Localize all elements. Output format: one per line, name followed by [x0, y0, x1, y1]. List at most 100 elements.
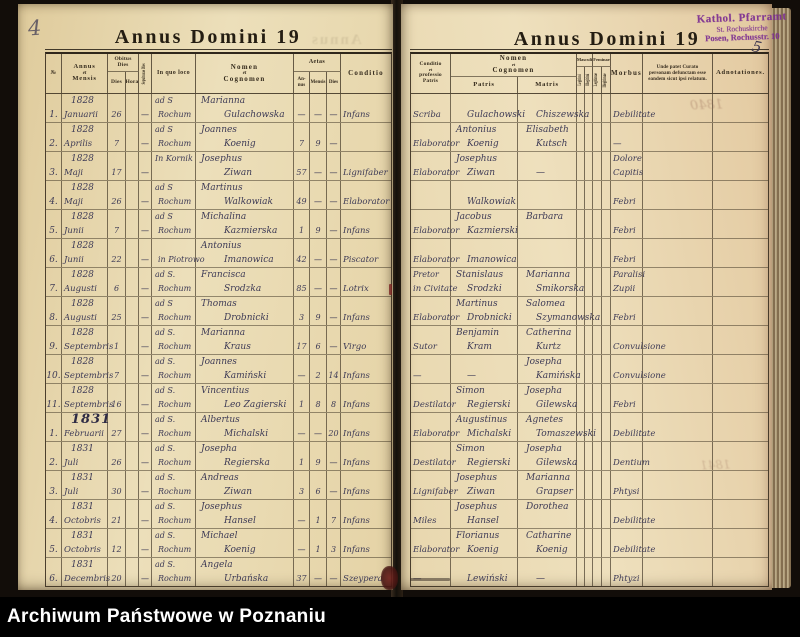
book-photo: Annus Domini 19 Annus № Annus et Mensis … — [0, 0, 800, 597]
cell-nomen-cognomen: Josephus Ziwan — [196, 152, 294, 180]
cell-sepulturae-dies: — — [139, 152, 152, 180]
cell-conditio: Infans — [343, 429, 370, 439]
cell-in-quo-loco: ad S Rochum — [152, 181, 196, 209]
register-row: 7. 1828 Augusti 6— ad S. Rochum Francisca Srodz… — [46, 268, 391, 297]
register-row: Scriba Gulachowski Chiszewska Debilitate — [411, 94, 768, 123]
cell-sepulturae-dies: — — [139, 558, 152, 586]
bleed-through-year: 1841 — [699, 457, 731, 473]
cell-obitus-hora — [126, 529, 139, 557]
cell-unde-patet — [643, 558, 713, 586]
cell-illegitimae — [602, 239, 611, 267]
cell-conditio: Infans — [343, 110, 370, 120]
header-sepulturae-dies: Sepulturae Dies — [139, 54, 152, 93]
header-unde-patet: Unde patet Curato personam defunctam ess… — [643, 54, 713, 93]
header-aetas-dies: Dies — [327, 72, 341, 93]
cell-illegitimae — [602, 442, 611, 470]
cell-adnotationes — [713, 355, 768, 383]
register-page-left: Annus Domini 19 Annus № Annus et Mensis … — [18, 4, 393, 590]
register-row: Destilator Simon Regierski Josepha Gilewska D… — [411, 442, 768, 471]
cell-nomen-cognomen: Andreas Ziwan — [196, 471, 294, 499]
cell-morbus: Febri — [611, 239, 643, 267]
cell-aetas-mensis: 1 — [310, 529, 327, 557]
cell-legitimi — [577, 152, 585, 180]
death-register-table-left: № Annus et Mensis Obitus Dies Dies Hora … — [45, 49, 392, 587]
cell-aetas-dies: — — [327, 268, 341, 296]
cell-aetas-annus: 1 — [294, 442, 310, 470]
cell-legitimi — [577, 210, 585, 238]
cell-aetas-dies: — — [327, 123, 341, 151]
cell-nomen-cognomen: Michalina Kazmierska — [196, 210, 294, 238]
cell-legitimae — [593, 297, 602, 325]
cell-in-quo-loco: ad S Rochum — [152, 123, 196, 151]
cell-obitus-dies: 30 — [108, 471, 126, 499]
cell-in-quo-loco: ad S. Rochum — [152, 384, 196, 412]
header-conditio-professio-patris: Conditio et professio Patris — [411, 54, 451, 93]
cell-unde-patet — [643, 355, 713, 383]
cell-annus-mensis: 1831 Juli — [62, 442, 108, 470]
cell-adnotationes — [713, 326, 768, 354]
book-gutter — [391, 0, 403, 597]
header-annus-mensis: Annus et Mensis — [62, 54, 108, 93]
cell-annus-mensis: 1828 Augusti — [62, 297, 108, 325]
cell-morbus: — — [611, 123, 643, 151]
cell-patris: Florianus Koenig — [451, 529, 518, 557]
register-row: Elaborator Florianus Koenig Catharine Koenig… — [411, 529, 768, 558]
cell-annus-mensis: 1828 Septembris — [64, 355, 114, 383]
cell-illegitimi — [585, 94, 593, 122]
cell-number: 5. — [46, 529, 62, 557]
printer-imprint — [410, 578, 450, 581]
cell-aetas-dies: — — [327, 297, 341, 325]
cell-morbus: Dentium — [611, 442, 650, 470]
cell-aetas-annus: 3 — [294, 297, 310, 325]
cell-sepulturae-dies: — — [139, 413, 152, 441]
cell-patris: Josephus Hansel — [451, 500, 518, 528]
cell-sepulturae-dies: — — [139, 500, 152, 528]
cell-conditio: Infans — [343, 458, 370, 468]
cell-patris: Gulachowski — [451, 94, 525, 122]
register-row: Elaborator Imanowica Febri — [411, 239, 768, 268]
cell-legitimi — [577, 413, 585, 441]
cell-aetas-mensis: 9 — [310, 123, 327, 151]
cell-illegitimi — [585, 181, 593, 209]
cell-obitus-dies: 17 — [108, 152, 126, 180]
cell-illegitimae — [602, 152, 611, 180]
cell-matris: Salomea Szymanowska — [518, 297, 600, 325]
cell-aetas-annus: — — [294, 355, 310, 383]
cell-aetas-dies: — — [327, 210, 341, 238]
header-morbus: Morbus — [611, 54, 643, 93]
cell-nomen-cognomen: Michael Koenig — [196, 529, 294, 557]
right-table-body: Scriba Gulachowski Chiszewska Debilitate Ela… — [411, 94, 768, 586]
cell-unde-patet — [643, 471, 713, 499]
cell-matris: Marianna Grapser — [518, 471, 577, 499]
header-nomen-cognomen: Nomen et Cognomen — [196, 54, 294, 93]
red-ink-mark — [389, 284, 392, 295]
cell-illegitimi — [585, 500, 593, 528]
cell-legitimae — [593, 355, 602, 383]
cell-aetas-mensis: — — [310, 268, 327, 296]
cell-conditio: Infans — [343, 313, 370, 323]
register-row: Elaborator Augustinus Michalski Agnetes Toma… — [411, 413, 768, 442]
cell-adnotationes — [713, 152, 768, 180]
cell-annus-mensis: 1828 Septembris — [64, 384, 114, 412]
bleed-through-text: Annus — [310, 32, 362, 48]
bleed-through-year: 1840 — [689, 97, 724, 114]
cell-obitus-hora — [126, 268, 139, 296]
cell-legitimi — [577, 442, 585, 470]
header-masculi: Masculi — [577, 54, 593, 67]
cell-obitus-hora — [126, 442, 139, 470]
cell-legitimi — [577, 355, 585, 383]
cell-legitimi — [577, 123, 585, 151]
cell-aetas-mensis: — — [310, 152, 327, 180]
register-row: —Lewiński— Phtyzi — [411, 558, 768, 586]
register-row: Pretor in Civitate Stanislaus Srodzki Marian… — [411, 268, 768, 297]
cell-nomen-cognomen: Albertus Michalski — [196, 413, 294, 441]
cell-legitimi — [577, 268, 585, 296]
cell-legitimae — [593, 558, 602, 586]
cell-morbus: Febri — [611, 210, 643, 238]
cell-legitimi — [577, 326, 585, 354]
cell-morbus: Convulsione — [611, 355, 666, 383]
cell-adnotationes — [713, 558, 768, 586]
cell-adnotationes — [713, 181, 768, 209]
cell-conditio-patris: — — [411, 558, 451, 586]
cell-aetas-mensis: 9 — [310, 442, 327, 470]
